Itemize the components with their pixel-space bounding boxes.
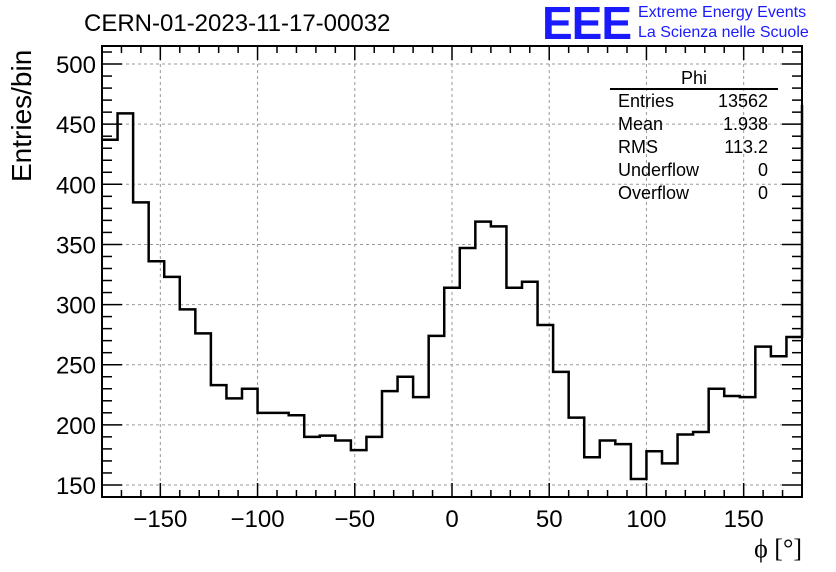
stats-row-overflow: Overflow 0 [610, 182, 778, 205]
stats-key: Overflow [618, 183, 690, 203]
stats-key: Underflow [618, 160, 700, 180]
stats-value: 13562 [717, 91, 768, 111]
y-tick-label: 450 [56, 112, 96, 139]
x-tick-label: 100 [626, 506, 666, 533]
y-tick-label: 400 [56, 172, 96, 199]
x-tick-label: −100 [231, 506, 285, 533]
stats-key: Mean [618, 114, 664, 134]
stats-value: 0 [757, 160, 768, 180]
stats-row-entries: Entries 13562 [610, 90, 778, 113]
chart-title: CERN-01-2023-11-17-00032 [84, 10, 391, 37]
x-tick-label: 50 [536, 506, 563, 533]
stats-value: 1.938 [722, 114, 768, 134]
logo-line-1: Extreme Energy Events [638, 4, 807, 21]
axis-ticks [101, 46, 803, 498]
stats-key: Entries [618, 91, 675, 111]
histogram-series-line [102, 104, 804, 481]
y-tick-label: 250 [56, 353, 96, 380]
x-tick-label: −150 [133, 506, 187, 533]
stats-row-rms: RMS 113.2 [610, 136, 778, 159]
logo-mark: EEE [542, 0, 632, 49]
grid-lines [102, 46, 802, 497]
stats-row-underflow: Underflow 0 [610, 159, 778, 182]
y-tick-label: 150 [56, 473, 96, 500]
y-tick-label: 300 [56, 293, 96, 320]
stats-box: Phi Entries 13562 Mean 1.938 RMS 113.2 U… [610, 68, 778, 205]
y-tick-label: 350 [56, 232, 96, 259]
stats-key: RMS [618, 137, 658, 157]
y-axis-label: Entries/bin [6, 49, 37, 182]
eee-logo: EEE Extreme Energy Events La Scienza nel… [542, 0, 832, 49]
x-tick-label: 0 [445, 506, 458, 533]
y-tick-label: 500 [56, 52, 96, 79]
stats-title: Phi [610, 68, 778, 90]
x-tick-label: −50 [334, 506, 375, 533]
logo-line-2: La Scienza nelle Scuole [638, 24, 809, 41]
stats-row-mean: Mean 1.938 [610, 113, 778, 136]
y-tick-label: 200 [56, 413, 96, 440]
x-tick-label: 150 [724, 506, 764, 533]
x-axis-label: ϕ [°] [754, 534, 802, 563]
stats-value: 113.2 [724, 137, 768, 157]
axis-tick-labels: −150 −100 −50 0 50 100 150 150 200 250 300 350 400 45… [56, 52, 764, 533]
stats-value: 0 [757, 183, 768, 203]
